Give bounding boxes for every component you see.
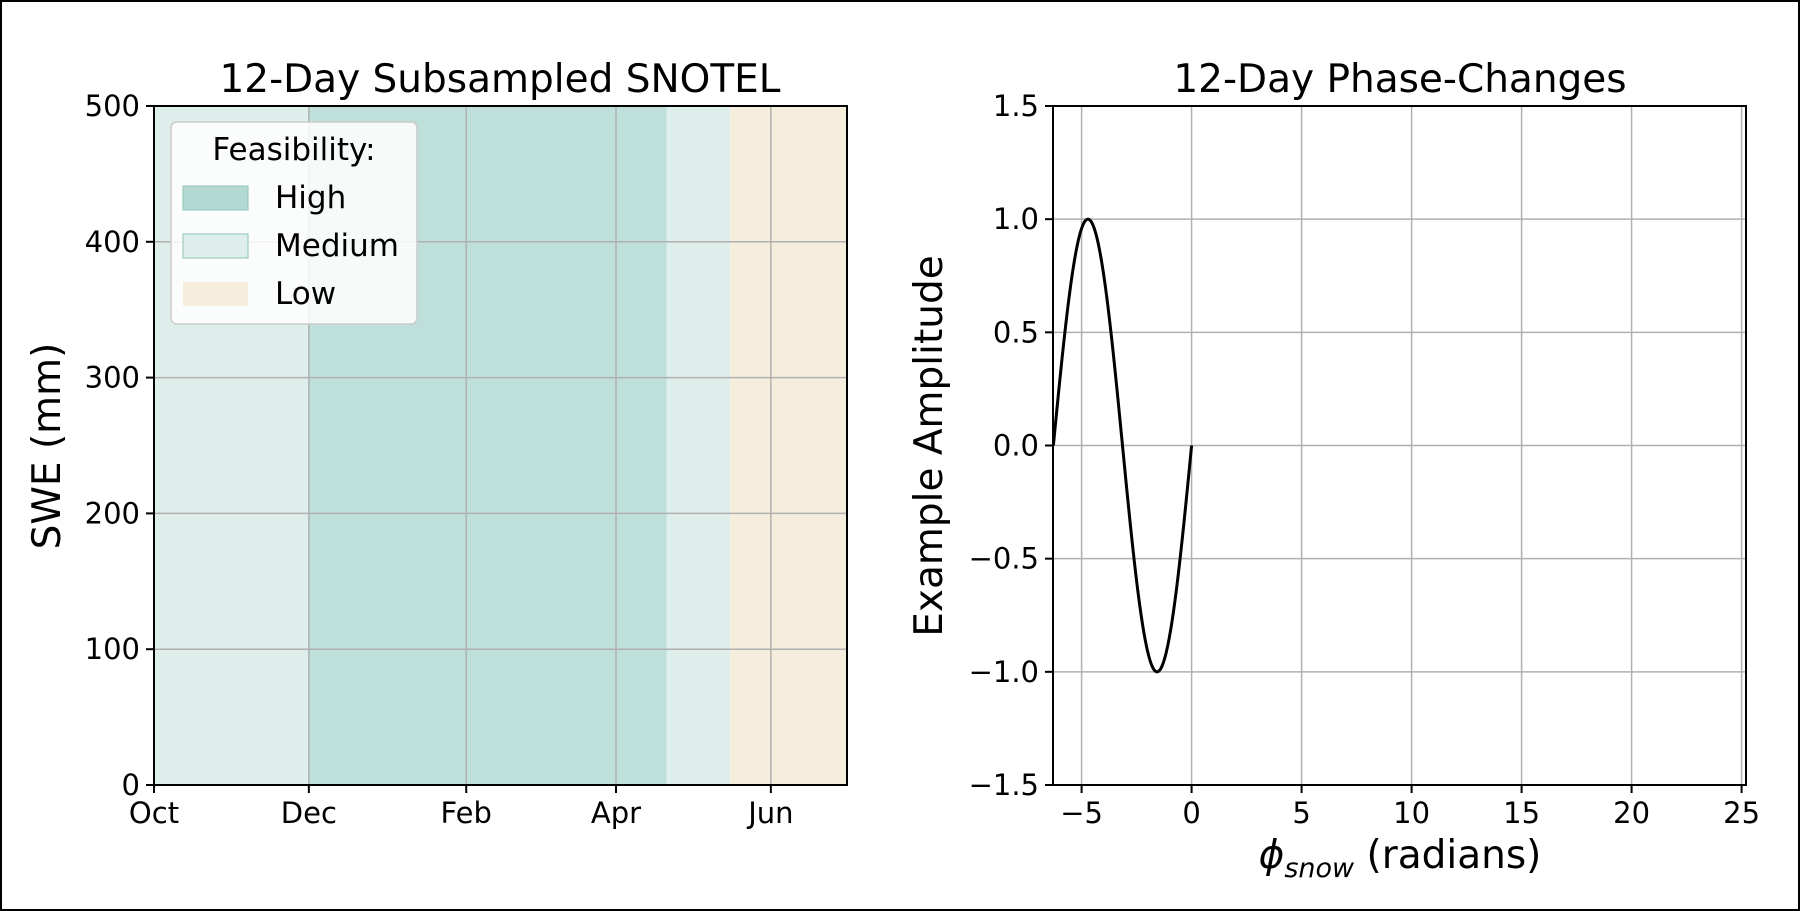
phase-x-axis-label: ϕsnow (radians) (1259, 833, 1542, 884)
phase-y-tick-label: −1.5 (969, 768, 1039, 802)
swe-y-tick-label: 100 (85, 632, 140, 666)
phase-chart-title: 12-Day Phase-Changes (1173, 57, 1626, 102)
phase-y-tick-label: 1.5 (993, 89, 1039, 123)
swe-x-tick-label-feb: Feb (441, 796, 492, 830)
phase-y-axis-label: Example Amplitude (907, 255, 952, 636)
feasibility-legend: Feasibility: High Medium Low (170, 121, 418, 325)
phase-y-tick-label: 1.0 (993, 202, 1039, 236)
phase-x-tick-label: 15 (1503, 796, 1540, 830)
phi-subscript: snow (1284, 853, 1355, 884)
swe-chart: 0 100 200 300 400 500 Oct Dec Feb Apr Jun 12-Day … (25, 57, 848, 830)
phase-x-tick-label: 20 (1613, 796, 1650, 830)
legend-swatch-low (183, 282, 248, 306)
phase-x-tick-label: 10 (1393, 796, 1430, 830)
swe-x-tick-label-apr: Apr (591, 796, 641, 830)
feasibility-band-low-3 (730, 106, 847, 785)
x-label-suffix: (radians) (1354, 833, 1541, 878)
phase-chart: 1.5 1.0 0.5 0.0 −0.5 −1.0 −1.5 −5 0 5 10 15 20 25 12… (907, 57, 1760, 884)
legend-swatch-high (182, 185, 249, 211)
phase-y-tick-label: −1.0 (969, 655, 1039, 689)
swe-y-tick-label: 0 (122, 768, 140, 802)
swe-x-tick-label-dec: Dec (281, 796, 337, 830)
phase-x-tick-label: 0 (1182, 796, 1200, 830)
legend-label-high: High (275, 180, 346, 216)
swe-y-tick-label: 200 (85, 496, 140, 530)
swe-x-tick-label-oct: Oct (129, 796, 179, 830)
phi-symbol: ϕ (1259, 833, 1285, 878)
legend-label-low: Low (275, 276, 336, 312)
phase-y-tick-label: −0.5 (969, 542, 1039, 576)
phase-y-ticks: 1.5 1.0 0.5 0.0 −0.5 −1.0 −1.5 (969, 89, 1053, 802)
swe-chart-title: 12-Day Subsampled SNOTEL (219, 57, 780, 102)
swe-x-tick-label-jun: Jun (746, 796, 793, 830)
swe-y-tick-label: 500 (85, 89, 140, 123)
phase-y-tick-label: 0.5 (993, 315, 1039, 349)
swe-x-ticks: Oct Dec Feb Apr Jun (129, 785, 794, 830)
phase-y-tick-label: 0.0 (993, 429, 1039, 463)
swe-y-tick-label: 400 (85, 225, 140, 259)
swe-axes-frame (153, 105, 848, 786)
legend-box (170, 121, 418, 325)
swe-y-tick-label: 300 (85, 361, 140, 395)
phase-sine-line (1051, 217, 1194, 674)
legend-label-medium: Medium (275, 228, 399, 264)
phase-x-ticks: −5 0 5 10 15 20 25 (1060, 785, 1760, 830)
phase-grid (1053, 105, 1746, 786)
phase-x-tick-label: 25 (1723, 796, 1760, 830)
legend-swatch-medium (182, 233, 249, 259)
swe-y-axis-label: SWE (mm) (25, 343, 70, 550)
phase-x-tick-label: −5 (1060, 796, 1103, 830)
swe-y-ticks: 0 100 200 300 400 500 (85, 89, 154, 802)
legend-title: Feasibility: (212, 132, 375, 168)
phase-x-tick-label: 5 (1292, 796, 1310, 830)
feasibility-band-medium-2 (666, 106, 731, 785)
